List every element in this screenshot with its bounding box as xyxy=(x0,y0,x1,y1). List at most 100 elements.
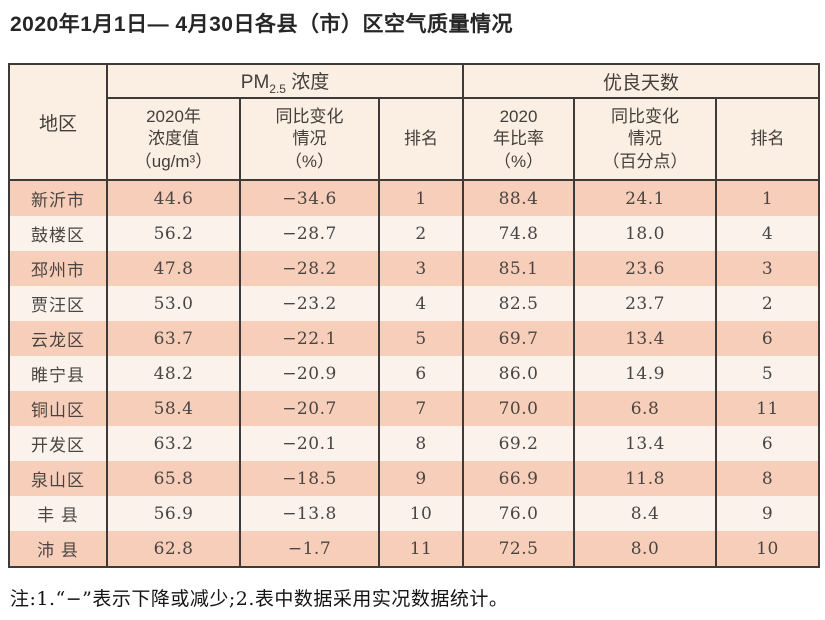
ratio-cell: 82.5 xyxy=(462,286,576,322)
region-cell: 鼓楼区 xyxy=(8,216,108,252)
header-line: （%） xyxy=(493,151,544,171)
pm25-change-cell: −20.1 xyxy=(239,426,380,462)
ratio-rank-cell: 10 xyxy=(715,531,821,568)
header-group-row: 地区 PM2.5 浓度 优良天数 xyxy=(8,63,821,182)
region-cell: 云龙区 xyxy=(8,321,108,357)
column-header-pm25-value: 2020年 浓度值 （ug/m³） xyxy=(106,97,241,182)
ratio-change-cell: 13.4 xyxy=(573,426,718,462)
pm25-value-cell: 48.2 xyxy=(106,356,241,392)
pm25-value-cell: 63.2 xyxy=(106,426,241,462)
ratio-rank-cell: 6 xyxy=(715,321,821,357)
column-header-ratio: 2020 年比率 （%） xyxy=(462,97,576,182)
region-cell: 丰 县 xyxy=(8,496,108,532)
table-row: 沛 县 62.8 −1.7 11 72.5 8.0 10 xyxy=(8,531,821,568)
pm25-rank-cell: 3 xyxy=(377,251,465,287)
ratio-rank-cell: 9 xyxy=(715,496,821,532)
table-row: 泉山区 65.8 −18.5 9 66.9 11.8 8 xyxy=(8,461,821,497)
table-row: 鼓楼区 56.2 −28.7 2 74.8 18.0 4 xyxy=(8,216,821,252)
header-line: （%） xyxy=(284,151,335,171)
header-line: 情况 xyxy=(628,129,663,149)
ratio-change-cell: 23.6 xyxy=(573,251,718,287)
ratio-rank-cell: 4 xyxy=(715,216,821,252)
table-row: 丰 县 56.9 −13.8 10 76.0 8.4 9 xyxy=(8,496,821,532)
region-cell: 贾汪区 xyxy=(8,286,108,322)
pm25-rank-cell: 10 xyxy=(377,496,465,532)
table-row: 邳州市 47.8 −28.2 3 85.1 23.6 3 xyxy=(8,251,821,287)
region-cell: 开发区 xyxy=(8,426,108,462)
pm25-value-cell: 63.7 xyxy=(106,321,241,357)
ratio-change-cell: 18.0 xyxy=(573,216,718,252)
pm25-label-subscript: 2.5 xyxy=(269,81,286,96)
column-header-ratio-rank: 排名 xyxy=(715,97,821,182)
region-cell: 新沂市 xyxy=(8,180,108,217)
column-header-pm25-change: 同比变化 情况 （%） xyxy=(239,97,380,182)
pm25-value-cell: 56.2 xyxy=(106,216,241,252)
pm25-change-cell: −20.9 xyxy=(239,356,380,392)
header-line: 2020年 xyxy=(146,106,201,126)
ratio-cell: 88.4 xyxy=(462,180,576,217)
region-cell: 泉山区 xyxy=(8,461,108,497)
ratio-change-cell: 8.0 xyxy=(573,531,718,568)
region-cell: 睢宁县 xyxy=(8,356,108,392)
column-group-pm25: PM2.5 浓度 xyxy=(105,63,465,100)
ratio-rank-cell: 11 xyxy=(715,391,821,427)
ratio-rank-cell: 2 xyxy=(715,286,821,322)
region-cell: 铜山区 xyxy=(8,391,108,427)
pm25-change-cell: −28.7 xyxy=(239,216,380,252)
pm25-rank-cell: 8 xyxy=(377,426,465,462)
pm25-value-cell: 58.4 xyxy=(106,391,241,427)
header-sub-row: 2020年 浓度值 （ug/m³） 同比变化 情况 （%） 排名 2020 年比… xyxy=(9,97,821,182)
pm25-rank-cell: 7 xyxy=(377,391,465,427)
ratio-cell: 70.0 xyxy=(462,391,576,427)
pm25-change-cell: −28.2 xyxy=(239,251,380,287)
table-row: 睢宁县 48.2 −20.9 6 86.0 14.9 5 xyxy=(8,356,821,392)
header-line: 情况 xyxy=(292,129,327,149)
table-row: 新沂市 44.6 −34.6 1 88.4 24.1 1 xyxy=(8,180,821,217)
ratio-cell: 74.8 xyxy=(462,216,576,252)
pm25-rank-cell: 9 xyxy=(377,461,465,497)
pm25-change-cell: −34.6 xyxy=(239,180,380,217)
column-header-region: 地区 xyxy=(8,63,108,182)
pm25-value-cell: 56.9 xyxy=(106,496,241,532)
table-body: 新沂市 44.6 −34.6 1 88.4 24.1 1 鼓楼区 56.2 −28.7 2 74.8 1… xyxy=(8,180,821,568)
pm25-rank-cell: 6 xyxy=(377,356,465,392)
pm25-value-cell: 44.6 xyxy=(106,180,241,217)
header-line: 年比率 xyxy=(493,129,545,149)
pm25-rank-cell: 11 xyxy=(377,531,465,568)
pm25-change-cell: −22.1 xyxy=(239,321,380,357)
page-title: 2020年1月1日— 4月30日各县（市）区空气质量情况 xyxy=(10,13,513,36)
ratio-cell: 66.9 xyxy=(462,461,576,497)
pm25-rank-cell: 2 xyxy=(377,216,465,252)
pm25-value-cell: 47.8 xyxy=(106,251,241,287)
table-row: 铜山区 58.4 −20.7 7 70.0 6.8 11 xyxy=(8,391,821,427)
ratio-cell: 69.7 xyxy=(462,321,576,357)
footnote: 注:1.“−”表示下降或减少;2.表中数据采用实况数据统计。 xyxy=(10,588,509,611)
column-header-pm25-rank: 排名 xyxy=(377,97,465,182)
header-line: （ug/m³） xyxy=(134,151,213,171)
header-line: 同比变化 xyxy=(275,106,344,126)
ratio-cell: 72.5 xyxy=(462,531,576,568)
pm25-change-cell: −20.7 xyxy=(239,391,380,427)
pm25-value-cell: 65.8 xyxy=(106,461,241,497)
table-row: 开发区 63.2 −20.1 8 69.2 13.4 6 xyxy=(8,426,821,462)
ratio-rank-cell: 3 xyxy=(715,251,821,287)
header-line: 浓度值 xyxy=(148,129,199,149)
pm25-change-cell: −18.5 xyxy=(239,461,380,497)
header-line: （百分点） xyxy=(602,151,688,171)
column-group-good-days: 优良天数 xyxy=(462,63,821,100)
ratio-change-cell: 14.9 xyxy=(573,356,718,392)
pm25-change-cell: −23.2 xyxy=(239,286,380,322)
pm25-label-suffix: 浓度 xyxy=(285,71,330,93)
region-cell: 沛 县 xyxy=(8,531,108,568)
ratio-change-cell: 23.7 xyxy=(573,286,718,322)
ratio-change-cell: 8.4 xyxy=(573,496,718,532)
table-header: 地区 PM2.5 浓度 优良天数 2020年 浓度值 （ug/m³） 同比变化 … xyxy=(8,63,821,182)
column-header-ratio-change: 同比变化 情况 （百分点） xyxy=(573,97,718,182)
pm25-value-cell: 62.8 xyxy=(106,531,241,568)
ratio-rank-cell: 6 xyxy=(715,426,821,462)
ratio-rank-cell: 5 xyxy=(715,356,821,392)
pm25-label-prefix: PM xyxy=(240,71,270,93)
pm25-change-cell: −13.8 xyxy=(239,496,380,532)
region-cell: 邳州市 xyxy=(8,251,108,287)
